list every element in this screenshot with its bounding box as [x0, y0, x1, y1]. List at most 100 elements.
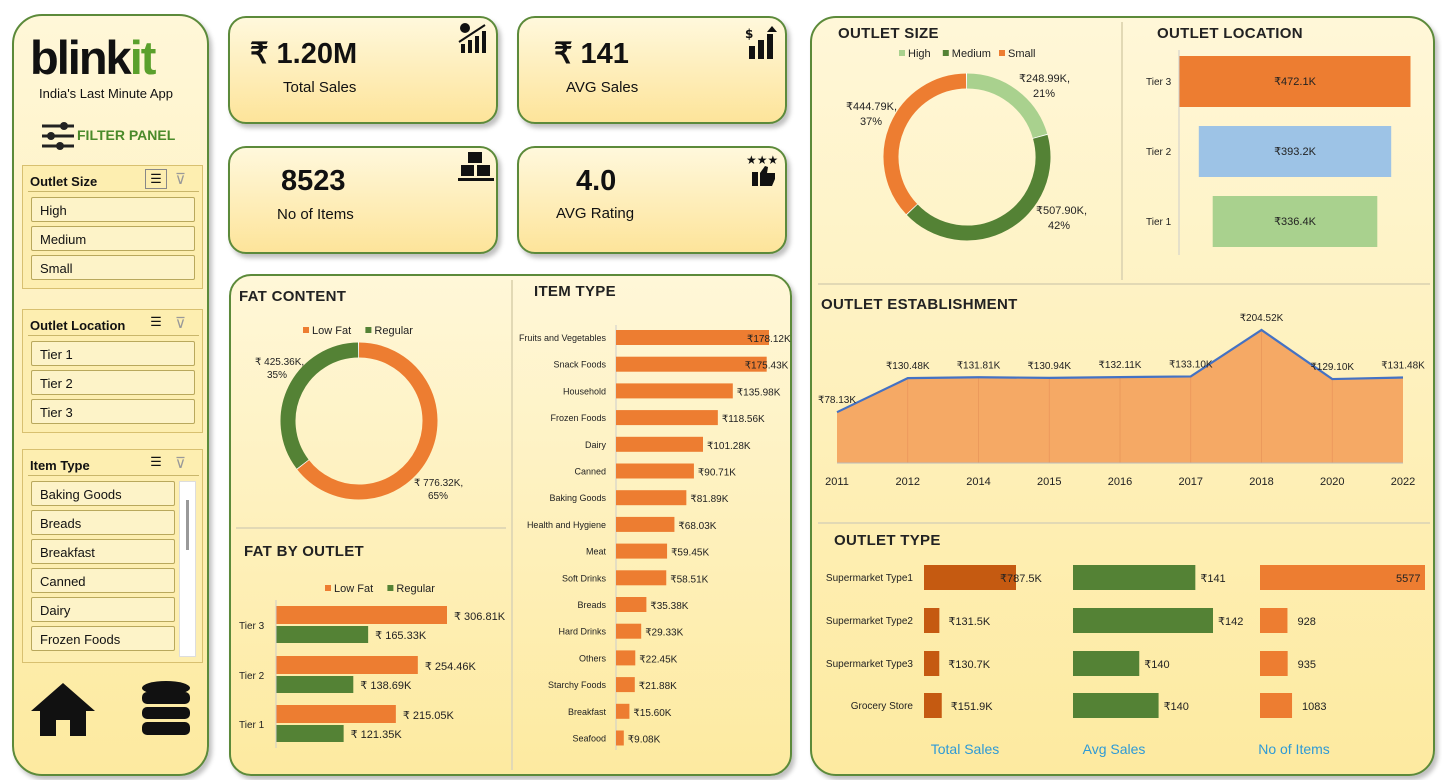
data-label: ₹507.90K, [1036, 205, 1087, 217]
data-label: 21% [1033, 88, 1055, 100]
divider [818, 522, 1430, 524]
series-line [836, 328, 1404, 414]
data-label: ₹175.43K [745, 361, 789, 372]
donut-slice-low-fat [296, 342, 438, 500]
divider [28, 335, 199, 336]
legend-marker [999, 50, 1005, 56]
data-label: ₹ 776.32K, [414, 478, 463, 489]
data-label: ₹101.28K [707, 441, 751, 452]
divider [511, 280, 513, 770]
slicer-item-medium[interactable]: Medium [31, 226, 195, 251]
data-label: ₹140 [1164, 701, 1189, 713]
kpi-label: AVG Sales [566, 79, 639, 96]
slicer-item[interactable]: Baking Goods [31, 481, 175, 506]
slice-separator [905, 203, 919, 216]
filter-sliders-icon [42, 122, 74, 150]
bar-item-type [616, 330, 769, 345]
slicer-outlet-location: Outlet Location ☰ ⊽ Tier 1 Tier 2 Tier 3 [22, 309, 203, 433]
data-label: 935 [1298, 659, 1316, 671]
donut-slice-high [966, 73, 1048, 140]
divider [28, 475, 199, 476]
legend-label: Small [1008, 48, 1036, 60]
legend-marker [387, 585, 394, 591]
bar-outlet-location [1212, 196, 1378, 247]
tick-label: 2017 [1179, 476, 1203, 488]
multi-select-icon[interactable]: ☰ [150, 314, 162, 329]
data-label: ₹ 138.69K [360, 680, 412, 692]
legend-label: Regular [374, 325, 413, 337]
slicer-item-high[interactable]: High [31, 197, 195, 222]
data-label: ₹472.1K [1274, 76, 1317, 88]
slicer-item-small[interactable]: Small [31, 255, 195, 280]
brand-logo: blinkit [30, 31, 156, 84]
scrollbar-thumb[interactable] [186, 500, 189, 550]
category-label: Supermarket Type1 [826, 573, 914, 584]
bar-item-type [616, 383, 733, 399]
kpi-avg-sales [517, 16, 787, 124]
multi-select-icon[interactable]: ☰ [145, 169, 167, 189]
clear-filter-icon[interactable]: ⊽ [175, 455, 186, 472]
bar-total-sales [924, 608, 940, 633]
database-icon[interactable] [140, 680, 192, 738]
slicer-item[interactable]: Frozen Foods [31, 626, 175, 651]
bar-item-type [616, 597, 647, 612]
bar-avg-sales [1073, 651, 1140, 676]
clear-filter-icon[interactable]: ⊽ [175, 315, 186, 332]
kpi-avg-rating [517, 146, 787, 254]
slicer-scrollbar[interactable] [179, 481, 196, 657]
slicer-item-tier3[interactable]: Tier 3 [31, 399, 195, 424]
home-icon[interactable] [28, 680, 98, 738]
bar-item-type [616, 703, 630, 719]
tick-label: 2014 [966, 476, 990, 488]
boxes-icon [458, 150, 494, 184]
data-label: 65% [428, 491, 448, 502]
data-label: 35% [267, 370, 287, 381]
tick-label: 2012 [896, 476, 920, 488]
category-label: Grocery Store [851, 701, 914, 712]
data-label: ₹22.45K [639, 654, 677, 665]
slicer-item[interactable]: Canned [31, 568, 175, 593]
clear-filter-icon[interactable]: ⊽ [175, 171, 186, 188]
donut-slice-medium [906, 134, 1051, 241]
slicer-item-tier1[interactable]: Tier 1 [31, 341, 195, 366]
data-label: ₹142 [1218, 616, 1243, 628]
slicer-item-type: Item Type ☰ ⊽ Baking Goods Breads Breakf… [22, 449, 203, 663]
bar-item-type [616, 543, 668, 559]
bar-low-fat [276, 606, 447, 624]
bar-outlet-location [1179, 56, 1411, 107]
column-header: Total Sales [931, 741, 999, 757]
multi-select-icon[interactable]: ☰ [150, 454, 162, 469]
bar-item-type [616, 410, 718, 426]
legend-label: Low Fat [312, 325, 351, 337]
category-label: Starchy Foods [548, 680, 607, 690]
data-label: ₹78.13K [818, 395, 856, 406]
data-label: ₹15.60K [633, 708, 671, 719]
category-label: Hard Drinks [558, 627, 606, 637]
data-label: ₹178.12K [747, 334, 791, 345]
data-label: ₹130.48K [886, 361, 930, 372]
category-label: Household [563, 386, 606, 396]
slicer-item-tier2[interactable]: Tier 2 [31, 370, 195, 395]
divider [818, 283, 1430, 285]
slicer-item[interactable]: Breakfast [31, 539, 175, 564]
category-label: Seafood [572, 734, 606, 744]
category-label: Tier 2 [239, 671, 265, 682]
category-label: Supermarket Type3 [826, 659, 914, 670]
slicer-item[interactable]: Dairy [31, 597, 175, 622]
bar-low-fat [276, 656, 418, 674]
slicer-item[interactable]: Breads [31, 510, 175, 535]
data-label: ₹29.33K [645, 628, 683, 639]
column-header: No of Items [1258, 741, 1330, 757]
divider [236, 527, 506, 529]
data-label: ₹90.71K [698, 468, 736, 479]
data-label: ₹130.7K [948, 659, 991, 671]
bar-regular [276, 725, 344, 742]
category-label: Baking Goods [549, 493, 606, 503]
bar-item-type [616, 570, 667, 586]
bar-item-type [616, 436, 703, 452]
section-title-outlet-establishment: OUTLET ESTABLISHMENT [821, 296, 1018, 313]
fat-by-outlet-chart: Low Fat Regular Tier 3 ₹ 306.81K ₹ 165.33K Ti… [239, 583, 506, 748]
data-label: ₹204.52K [1240, 313, 1284, 324]
bar-avg-sales [1073, 693, 1159, 718]
